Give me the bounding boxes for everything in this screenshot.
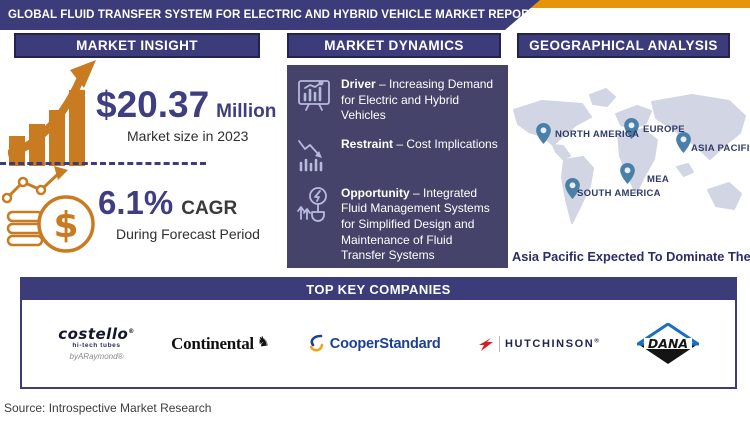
- dashed-divider: [0, 162, 206, 165]
- restraint-label: Restraint: [341, 136, 394, 151]
- dynamics-item-opportunity: Opportunity – Integrated Fluid Managemen…: [295, 186, 498, 264]
- driver-text: – Increasing Demand for Electric and Hyb…: [341, 77, 494, 123]
- opportunity-label: Opportunity: [341, 185, 410, 200]
- pin-mea: [620, 163, 635, 184]
- cooperstandard-logo: CooperStandard: [306, 334, 441, 354]
- pin-asia-pacific: [676, 132, 691, 153]
- market-insight-header: MARKET INSIGHT: [14, 33, 260, 58]
- continental-wordmark: Continental: [171, 334, 254, 353]
- continental-horse-icon: ♞: [255, 331, 271, 350]
- hutchinson-divider: [499, 336, 500, 352]
- hutchinson-mark-icon: [479, 337, 493, 351]
- energy-hand-icon: [295, 186, 333, 222]
- market-dynamics-panel: Driver – Increasing Demand for Electric …: [287, 65, 508, 268]
- title-banner: [0, 0, 540, 30]
- top-key-companies-header: TOP KEY COMPANIES: [22, 279, 735, 300]
- source-note: Source: Introspective Market Research: [4, 401, 212, 415]
- hutchinson-wordmark: HUTCHINSON®: [505, 338, 601, 350]
- declining-chart-icon: [295, 137, 333, 173]
- dana-diamond-icon: DANA: [636, 323, 699, 364]
- cagr-number: 6.1%: [98, 184, 174, 221]
- hutchinson-logo: HUTCHINSON®: [477, 336, 600, 352]
- geographical-analysis-header: GEOGRAPHICAL ANALYSIS: [517, 33, 730, 58]
- dana-logo: DANA: [636, 323, 699, 365]
- restraint-text: – Cost Implications: [396, 136, 498, 151]
- market-dynamics-header: MARKET DYNAMICS: [287, 33, 501, 58]
- cagr-coin-icon: $: [2, 166, 95, 253]
- costello-araymond: byARaymond®: [69, 351, 124, 361]
- region-label-mea: MEA: [647, 174, 670, 185]
- region-label-south-america: SOUTH AMERICA: [577, 188, 661, 199]
- region-label-europe: EUROPE: [643, 124, 685, 135]
- world-map: [513, 88, 746, 224]
- top-key-companies-box: TOP KEY COMPANIES costello® hi-tech tube…: [20, 277, 737, 389]
- market-size-value: $20.37 Million: [96, 84, 276, 126]
- pin-north-america: [536, 123, 551, 144]
- pin-south-america: [565, 178, 580, 199]
- market-size-number: $20.37: [96, 84, 210, 125]
- svg-text:DANA: DANA: [648, 336, 688, 351]
- market-size-caption: Market size in 2023: [127, 128, 249, 144]
- costello-subline: hi-tech tubes: [72, 342, 121, 350]
- dynamics-item-driver: Driver – Increasing Demand for Electric …: [295, 77, 498, 124]
- geo-caption: Asia Pacific Expected To Dominate The Ma…: [512, 249, 750, 264]
- dynamics-item-text: Opportunity – Integrated Fluid Managemen…: [341, 186, 498, 264]
- dynamics-item-text: Restraint – Cost Implications: [341, 137, 498, 153]
- company-logos-row: costello® hi-tech tubes byARaymond® Cont…: [22, 300, 735, 388]
- report-title: GLOBAL FLUID TRANSFER SYSTEM FOR ELECTRI…: [8, 9, 537, 21]
- top-orange-stripe: [495, 0, 750, 8]
- cooperstandard-s-icon: [309, 334, 324, 352]
- growth-bar-chart-icon: [8, 60, 96, 166]
- dynamics-item-restraint: Restraint – Cost Implications: [295, 137, 498, 173]
- dashboard-chart-icon: [295, 77, 333, 113]
- cagr-caption: During Forecast Period: [116, 226, 260, 242]
- cooperstandard-wordmark: CooperStandard: [329, 336, 441, 352]
- cagr-label: CAGR: [181, 198, 238, 219]
- svg-text:$: $: [53, 205, 78, 246]
- region-label-asia-pacific: ASIA PACIFIC: [691, 143, 750, 154]
- pin-europe: [624, 118, 639, 139]
- region-label-north-america: NORTH AMERICA: [555, 129, 640, 140]
- costello-logo: costello® hi-tech tubes byARaymond®: [58, 327, 135, 361]
- opportunity-text: – Integrated Fluid Management Systems fo…: [341, 185, 490, 263]
- costello-wordmark: costello®: [58, 325, 135, 344]
- cagr-value: 6.1% CAGR: [98, 184, 237, 222]
- market-size-unit: Million: [216, 101, 277, 122]
- driver-label: Driver: [341, 77, 376, 91]
- dynamics-item-text: Driver – Increasing Demand for Electric …: [341, 77, 498, 124]
- continental-logo: Continental ♞: [171, 331, 271, 354]
